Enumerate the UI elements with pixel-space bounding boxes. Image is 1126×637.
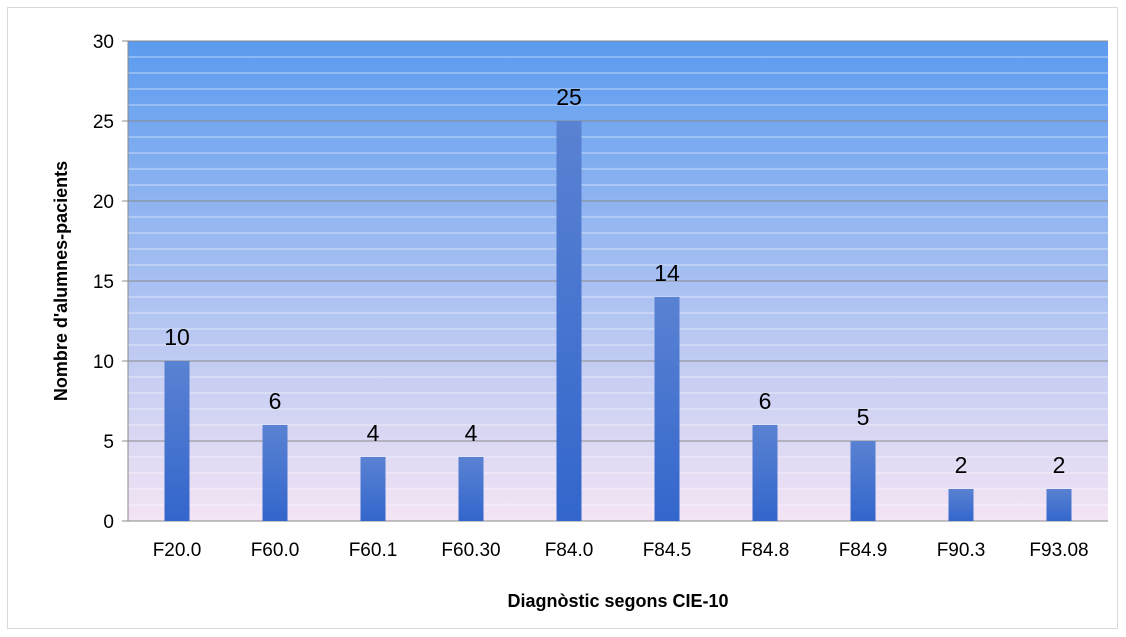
y-tick-label: 0 (103, 512, 114, 533)
y-tick-label: 20 (93, 192, 114, 213)
x-tick-label: F60.30 (441, 540, 500, 561)
y-axis-title: Nombre d'alumnes-pacients (51, 161, 71, 401)
x-tick-label: F20.0 (153, 540, 202, 561)
bar-F84.0 (556, 121, 582, 521)
data-label-F84.9: 5 (857, 404, 870, 430)
bar-F60.0 (262, 425, 288, 521)
bar-F84.5 (654, 297, 680, 521)
x-tick-label: F84.8 (741, 540, 790, 561)
y-tick-label: 15 (93, 272, 114, 293)
bar-F93.08 (1046, 489, 1072, 521)
data-label-F20.0: 10 (164, 324, 190, 350)
y-tick-label: 25 (93, 112, 114, 133)
gridlines (128, 40, 1108, 506)
x-tick-label: F84.0 (545, 540, 594, 561)
y-tick-label: 10 (93, 352, 114, 373)
axes (122, 40, 1108, 522)
x-tick-label: F93.08 (1029, 540, 1088, 561)
data-label-F84.5: 14 (654, 260, 680, 286)
x-tick-label: F60.0 (251, 540, 300, 561)
data-label-F93.08: 2 (1053, 452, 1066, 478)
data-label-F60.1: 4 (367, 420, 380, 446)
x-tick-label: F84.9 (839, 540, 888, 561)
data-label-F90.3: 2 (955, 452, 968, 478)
y-tick-label: 5 (103, 432, 114, 453)
x-tick-label: F90.3 (937, 540, 986, 561)
bar-F60.1 (360, 457, 386, 521)
y-tick-label: 30 (93, 32, 114, 53)
bar-F84.9 (850, 441, 876, 521)
labels: 05101520253010F20.06F60.04F60.14F60.3025… (93, 32, 1089, 561)
bars (164, 121, 1072, 521)
data-label-F60.30: 4 (465, 420, 478, 446)
x-tick-label: F60.1 (349, 540, 398, 561)
bar-F60.30 (458, 457, 484, 521)
data-label-F60.0: 6 (269, 388, 282, 414)
data-label-F84.8: 6 (759, 388, 772, 414)
x-tick-label: F84.5 (643, 540, 692, 561)
bar-F84.8 (752, 425, 778, 521)
bar-F90.3 (948, 489, 974, 521)
x-axis-title: Diagnòstic segons CIE-10 (507, 591, 728, 611)
data-label-F84.0: 25 (556, 84, 582, 110)
bar-F20.0 (164, 361, 190, 521)
